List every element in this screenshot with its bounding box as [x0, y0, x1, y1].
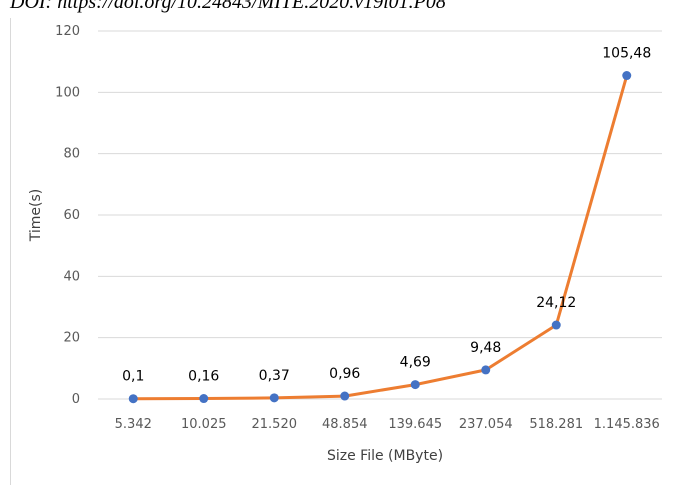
data-point [622, 71, 632, 81]
data-label: 0,96 [329, 366, 360, 382]
x-tick-label: 237.054 [459, 417, 513, 432]
data-point [551, 320, 561, 330]
data-labels: 0,1 0,16 0,37 0,96 4,69 9,48 24,12 105,48 [122, 46, 651, 385]
y-tick-label: 40 [63, 269, 80, 284]
y-tick-label: 0 [72, 392, 80, 407]
data-point [128, 394, 138, 404]
series-line [133, 75, 629, 401]
data-point [481, 365, 491, 375]
y-tick-label: 80 [63, 147, 80, 162]
data-point [410, 380, 420, 390]
data-point [199, 394, 209, 404]
data-label: 24,12 [536, 295, 576, 311]
y-tick-label: 20 [63, 331, 80, 346]
x-tick-label: 48.854 [322, 417, 368, 432]
x-axis-title: Size File (MByte) [327, 448, 443, 464]
data-point [269, 393, 279, 403]
x-tick-label: 21.520 [252, 417, 298, 432]
data-markers [128, 71, 632, 404]
y-axis-title: Time(s) [28, 189, 44, 242]
y-tick-label: 120 [55, 24, 80, 39]
chart-frame-edge [10, 18, 11, 485]
y-tick-labels: 0 20 40 60 80 100 120 [55, 24, 80, 407]
y-tick-label: 100 [55, 85, 80, 100]
data-point [340, 391, 350, 401]
x-tick-label: 1.145.836 [594, 417, 660, 432]
data-label: 0,16 [188, 369, 219, 385]
x-tick-labels: 5.342 10.025 21.520 48.854 139.645 237.054 518… [115, 417, 660, 432]
data-label: 105,48 [602, 46, 651, 62]
x-tick-label: 5.342 [115, 417, 152, 432]
data-label: 0,1 [122, 369, 144, 385]
data-label: 4,69 [400, 355, 431, 371]
x-tick-label: 518.281 [529, 417, 583, 432]
x-tick-label: 139.645 [388, 417, 442, 432]
doi-header: DOI: https://doi.org/10.24843/MITE.2020.… [10, 0, 446, 13]
data-label: 0,37 [259, 368, 290, 384]
y-tick-label: 60 [63, 208, 80, 223]
gridlines [98, 30, 662, 400]
data-label: 9,48 [470, 340, 501, 356]
x-tick-label: 10.025 [181, 417, 227, 432]
